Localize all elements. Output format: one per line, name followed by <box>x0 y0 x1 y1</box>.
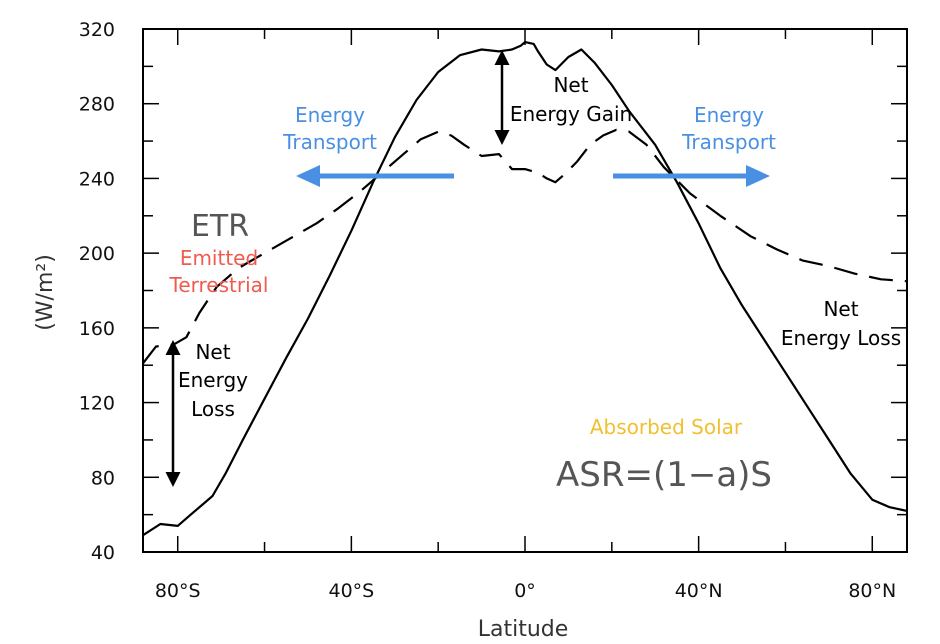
y-tick-label: 120 <box>79 393 115 415</box>
y-axis-title: (W/m²) <box>33 254 58 331</box>
transport-right-arrowhead <box>746 165 770 187</box>
axes-group: 80°S 40°S 0° 40°N 80°N 40 80 120 160 200 240 280 320… <box>33 19 908 642</box>
y-tick-label: 280 <box>79 94 115 116</box>
transport-left-line1: Energy <box>295 103 365 127</box>
net-loss-left-line3: Loss <box>191 397 235 421</box>
transport-right-line2: Transport <box>681 130 776 154</box>
y-tick-label: 320 <box>79 19 115 41</box>
net-loss-right-line2: Energy Loss <box>781 326 901 350</box>
series-line-dashed <box>142 128 908 364</box>
x-tick-label: 0° <box>514 580 536 602</box>
x-tick-label: 80°S <box>155 580 201 602</box>
absorbed-solar-label: Absorbed Solar <box>590 415 743 439</box>
net-gain-line1: Net <box>553 73 588 97</box>
net-gain-line2: Energy Gain <box>510 102 632 126</box>
transport-left-line2: Transport <box>282 130 377 154</box>
emitted-label-line2: Terrestrial <box>169 273 269 297</box>
emitted-label-line1: Emitted <box>180 246 258 270</box>
series-line-solid <box>142 41 908 537</box>
x-axis-title: Latitude <box>478 617 569 642</box>
x-tick-label: 80°N <box>848 580 896 602</box>
y-tick-label: 40 <box>91 542 115 564</box>
etr-label: ETR <box>191 209 249 244</box>
transport-right-line1: Energy <box>694 103 764 127</box>
net-loss-left-line2: Energy <box>178 368 248 392</box>
y-tick-label: 80 <box>91 467 115 489</box>
net-loss-left-line1: Net <box>195 340 230 364</box>
y-tick-label: 160 <box>79 318 115 340</box>
net-loss-right-line1: Net <box>823 297 858 321</box>
series-group <box>142 41 908 537</box>
x-tick-label: 40°N <box>675 580 723 602</box>
y-tick-label: 200 <box>79 243 115 265</box>
y-tick-label: 240 <box>79 168 115 190</box>
transport-left-arrowhead <box>296 165 320 187</box>
x-tick-label: 40°S <box>328 580 374 602</box>
asr-formula: ASR=(1−a)S <box>556 455 772 495</box>
